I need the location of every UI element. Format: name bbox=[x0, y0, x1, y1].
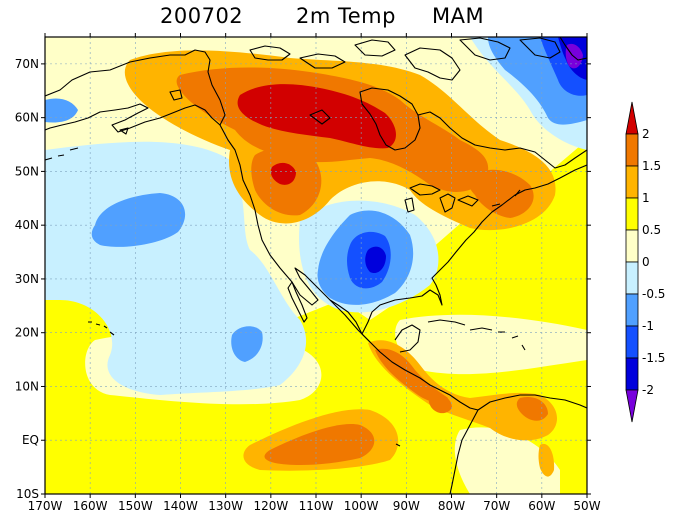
field-mid-blue-alaska bbox=[45, 98, 78, 123]
colorbar-swatch bbox=[625, 261, 639, 295]
colorbar-swatch bbox=[625, 325, 639, 359]
field-darkorange-eqpac bbox=[264, 424, 375, 466]
colorbar-label: 1 bbox=[642, 191, 650, 205]
lon-tick-label: 60W bbox=[528, 499, 555, 513]
colorbar-arrow-high bbox=[625, 101, 639, 135]
colorbar-swatch bbox=[625, 229, 639, 263]
coastlines bbox=[45, 37, 587, 494]
lat-tick-label: 40N bbox=[15, 218, 39, 232]
lon-tick-label: 150W bbox=[118, 499, 153, 513]
lat-tick-label: 60N bbox=[15, 111, 39, 125]
title-season: MAM bbox=[432, 4, 485, 28]
colorbar-label: -1 bbox=[642, 319, 654, 333]
lon-tick-label: 90W bbox=[393, 499, 420, 513]
colorbar-label: -1.5 bbox=[642, 351, 665, 365]
colorbar-swatch bbox=[625, 357, 639, 391]
field-darkorange-centam bbox=[375, 348, 448, 402]
field-pale-yellow-amazon bbox=[454, 427, 560, 494]
colorbar-label: 0.5 bbox=[642, 223, 661, 237]
lon-tick-label: 130W bbox=[208, 499, 243, 513]
lon-tick-label: 170W bbox=[28, 499, 63, 513]
lat-tick-label: 10S bbox=[16, 487, 39, 501]
latitude-axis: 70N 60N 50N 40N 30N 20N 10N EQ 10S bbox=[15, 57, 591, 501]
field-violet-labrador bbox=[565, 43, 583, 69]
field-orange-amazon bbox=[538, 443, 555, 477]
field-pale-yellow-carib bbox=[395, 314, 587, 375]
colorbar-swatch bbox=[625, 165, 639, 199]
colorbar-swatch bbox=[625, 197, 639, 231]
title-variable: 2m Temp bbox=[296, 4, 396, 28]
colorbar-label: -2 bbox=[642, 383, 654, 397]
field-darkorange-ne bbox=[467, 169, 534, 218]
gridlines bbox=[45, 37, 587, 494]
lat-tick-label: 50N bbox=[15, 164, 39, 178]
colorbar-label: -0.5 bbox=[642, 287, 665, 301]
lat-tick-label: 10N bbox=[15, 379, 39, 393]
lon-tick-label: 70W bbox=[483, 499, 510, 513]
lat-tick-label: 70N bbox=[15, 57, 39, 71]
field-red-bc bbox=[270, 162, 296, 185]
lat-tick-label: EQ bbox=[22, 433, 39, 447]
field-mid-blue-subtrop bbox=[231, 326, 263, 362]
field-mid-blue-pacific bbox=[91, 193, 186, 247]
field-red-canada bbox=[237, 84, 396, 149]
lon-tick-label: 160W bbox=[73, 499, 108, 513]
lat-tick-label: 30N bbox=[15, 272, 39, 286]
field-darkorange-sa2 bbox=[428, 393, 452, 414]
longitude-axis: 170W 160W 150W 140W 130W 120W 110W 100W 90W 80W 70… bbox=[28, 33, 601, 513]
field-darkorange-sa bbox=[516, 396, 548, 421]
lon-tick-label: 140W bbox=[163, 499, 198, 513]
lon-tick-label: 110W bbox=[299, 499, 334, 513]
colorbar-label: 1.5 bbox=[642, 159, 661, 173]
field-darkest-blue-us bbox=[365, 246, 386, 274]
colorbar-label: 0 bbox=[642, 255, 650, 269]
colorbar-swatch bbox=[625, 293, 639, 327]
map-title: 200702 2m Temp MAM bbox=[0, 4, 680, 32]
colorbar-swatch bbox=[625, 133, 639, 167]
field-orange-central-am bbox=[368, 340, 558, 441]
lon-tick-label: 80W bbox=[438, 499, 465, 513]
title-date: 200702 bbox=[160, 4, 244, 28]
lon-tick-label: 100W bbox=[344, 499, 379, 513]
colorbar-arrow-low bbox=[625, 389, 639, 423]
colorbar-label: 2 bbox=[642, 127, 650, 141]
colorbar: 2 1.5 1 0.5 0 -0.5 -1 -1.5 -2 bbox=[625, 101, 665, 423]
lat-tick-label: 20N bbox=[15, 326, 39, 340]
lon-tick-label: 50W bbox=[573, 499, 600, 513]
map-field bbox=[45, 37, 587, 494]
lon-tick-label: 120W bbox=[253, 499, 288, 513]
